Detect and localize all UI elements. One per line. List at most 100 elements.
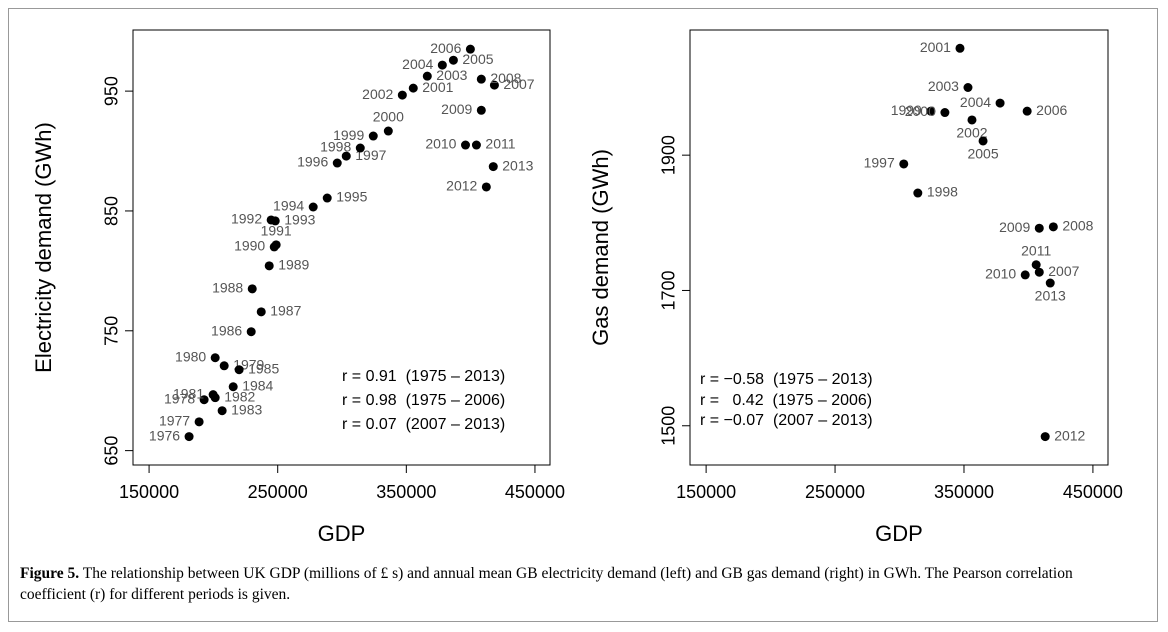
y-tick-label: 750 (102, 316, 122, 346)
point (270, 216, 280, 226)
point (1045, 278, 1055, 288)
point-label: 2012 (446, 178, 477, 194)
point (1022, 106, 1032, 116)
point-label: 2006 (430, 40, 461, 56)
point-label: 1978 (164, 390, 195, 406)
point (1040, 432, 1050, 442)
point-label: 1982 (224, 388, 255, 404)
point-label: 1995 (336, 189, 367, 205)
caption-label: Figure 5. (20, 565, 80, 582)
point (264, 261, 274, 271)
point (465, 44, 475, 54)
point-label: 1999 (333, 127, 364, 143)
plot-frame (132, 29, 551, 466)
point (1034, 223, 1044, 233)
point (228, 382, 238, 392)
point-label: 1998 (320, 139, 351, 155)
point-label: 2012 (1054, 427, 1085, 443)
point (271, 240, 281, 250)
annotation: r = 0.07 (2007 – 2013) (342, 416, 505, 433)
point (422, 71, 432, 81)
point-label: 1985 (248, 360, 279, 376)
point-label: 1980 (175, 348, 206, 364)
caption: Figure 5. The relationship between UK GD… (20, 563, 1140, 605)
point-label: 1991 (261, 223, 292, 239)
y-axis-label: Electricity demand (GWh) (31, 122, 56, 373)
point (355, 143, 365, 153)
point-label: 2001 (422, 79, 453, 95)
x-tick-label: 250000 (805, 482, 865, 502)
point-label: 1994 (273, 198, 304, 214)
point (995, 98, 1005, 108)
point (489, 80, 499, 90)
point (1048, 222, 1058, 232)
point (963, 83, 973, 93)
point-label: 1986 (211, 322, 242, 338)
point-label: 1988 (212, 280, 243, 296)
point (256, 307, 266, 317)
point-label: 2010 (425, 136, 456, 152)
point (476, 105, 486, 115)
point-label: 2006 (1036, 102, 1067, 118)
x-tick-label: 450000 (505, 482, 565, 502)
point (1020, 270, 1030, 280)
point (217, 406, 227, 416)
figure: 150000 250000 350000 450000 650 750 850 950 GDP E… (31, 29, 1123, 546)
point-label: 2003 (928, 78, 959, 94)
point-label: 2009 (999, 219, 1030, 235)
point-label: 1993 (284, 212, 315, 228)
point (194, 417, 204, 427)
point-label: 1997 (864, 155, 895, 171)
point-label: 1990 (234, 238, 265, 254)
x-tick-label: 450000 (1063, 482, 1123, 502)
y-tick-label: 1700 (659, 270, 679, 310)
y-tick-label: 1500 (659, 406, 679, 446)
point-label: 2005 (967, 146, 998, 162)
point (488, 162, 498, 172)
point-label: 1984 (242, 377, 273, 393)
point-label: 2013 (502, 157, 533, 173)
point-label: 2002 (362, 86, 393, 102)
point-label: 1987 (270, 303, 301, 319)
point-label: 1989 (278, 257, 309, 273)
y-tick-label: 950 (102, 76, 122, 106)
x-axis-label: GDP (875, 521, 923, 546)
point (408, 83, 418, 93)
point-label: 1981 (173, 385, 204, 401)
point (184, 432, 194, 442)
plot-frame (689, 29, 1109, 466)
point (308, 202, 318, 212)
point-label: 2000 (373, 109, 404, 125)
point (383, 126, 393, 136)
point (199, 395, 209, 405)
figure-frame (8, 8, 1158, 622)
point-label: 1999 (891, 102, 922, 118)
point (955, 43, 965, 53)
point-label: 2011 (1021, 242, 1051, 258)
annotation: r = 0.91 (1975 – 2013) (342, 368, 505, 385)
point (460, 140, 470, 150)
point (246, 327, 256, 337)
x-tick-label: 250000 (248, 482, 308, 502)
point (234, 365, 244, 375)
point-label: 2004 (960, 94, 991, 110)
annotation: r = −0.07 (2007 – 2013) (700, 412, 873, 429)
point-label: 2010 (985, 266, 1016, 282)
point (940, 108, 950, 118)
point (476, 74, 486, 84)
x-tick-label: 350000 (934, 482, 994, 502)
point (481, 182, 491, 192)
y-tick-label: 1900 (659, 135, 679, 175)
point (210, 353, 220, 363)
y-tick-label: 650 (102, 436, 122, 466)
y-axis-label: Gas demand (GWh) (588, 149, 613, 346)
point-label: 2008 (490, 70, 521, 86)
annotation: r = −0.58 (1975 – 2013) (700, 371, 873, 388)
point-label: 1998 (927, 184, 958, 200)
point (247, 284, 257, 294)
point (210, 393, 220, 403)
annotation: r = 0.98 (1975 – 2006) (342, 392, 505, 409)
point (448, 55, 458, 65)
point (322, 193, 332, 203)
